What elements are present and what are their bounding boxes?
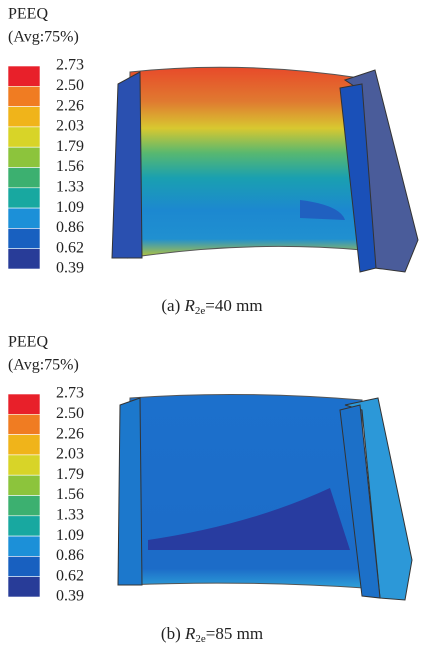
color-band: [7, 474, 41, 496]
legend-level: 1.09: [56, 199, 84, 216]
color-band: [7, 228, 41, 249]
color-band: [7, 207, 41, 229]
legend-level: 1.56: [56, 158, 84, 175]
caption-prefix: (b): [161, 624, 185, 643]
legend-level: 2.26: [56, 425, 84, 442]
caption-prefix: (a): [161, 296, 184, 315]
legend-level: 1.79: [56, 466, 84, 483]
legend-level: 1.33: [56, 178, 84, 195]
caption: (b) R2e=85 mm: [161, 624, 263, 645]
caption-symbol: R: [184, 624, 196, 643]
legend-title: PEEQ: [8, 6, 48, 23]
legend-level: 0.62: [56, 567, 84, 584]
legend-level: 0.39: [56, 588, 84, 605]
color-band: [7, 126, 41, 148]
legend-level: 0.86: [56, 219, 84, 236]
caption: (a) R2e=40 mm: [161, 296, 262, 317]
legend-level: 0.86: [56, 547, 84, 564]
caption-subscript: 2e: [195, 633, 206, 645]
color-band: [7, 556, 41, 578]
color-band: [7, 187, 41, 209]
caption-subscript: 2e: [195, 305, 206, 317]
legend-level: 2.73: [56, 57, 84, 74]
panels: PEEQ (Avg:75%) 2.73 2.50 2.26 2.03 1.79 1.56 1.3…: [7, 6, 263, 645]
legend-level: 2.26: [56, 97, 84, 114]
color-band: [7, 86, 41, 107]
color-band: [7, 576, 41, 598]
legend-level: 2.03: [56, 118, 84, 135]
caption-suffix: =40 mm: [205, 296, 262, 315]
panel: PEEQ (Avg:75%) 2.73 2.50 2.26 2.03 1.79 1.56 1.3…: [7, 6, 263, 317]
color-band: [7, 454, 41, 476]
legend-title: PEEQ: [8, 334, 48, 351]
legend-subtitle: (Avg:75%): [8, 29, 79, 46]
model-a: [111, 66, 419, 273]
legend-level: 1.09: [56, 527, 84, 544]
color-band: [7, 65, 41, 87]
caption-symbol: R: [184, 296, 196, 315]
legend-level: 2.03: [56, 446, 84, 463]
color-band: [7, 535, 41, 557]
legend-level: 2.50: [56, 77, 84, 94]
legend-level: 2.73: [56, 385, 84, 402]
legend-level: 2.50: [56, 405, 84, 422]
model-b: [117, 393, 413, 601]
color-band: [7, 248, 41, 270]
caption-suffix: =85 mm: [206, 624, 263, 643]
panel: PEEQ (Avg:75%) 2.73 2.50 2.26 2.03 1.79 1.56 1.3…: [7, 334, 263, 645]
legend-level: 0.62: [56, 239, 84, 256]
color-band: [7, 393, 41, 415]
color-band: [7, 167, 41, 189]
color-band: [7, 495, 41, 517]
color-band: [7, 146, 41, 168]
color-band: [7, 106, 41, 128]
color-band: [7, 413, 41, 435]
legend-level: 1.56: [56, 486, 84, 503]
legend-level: 1.33: [56, 506, 84, 523]
legend-level: 1.79: [56, 138, 84, 155]
color-band: [7, 434, 41, 456]
legend-level: 0.39: [56, 260, 84, 277]
legend-subtitle: (Avg:75%): [8, 357, 79, 374]
color-band: [7, 515, 41, 537]
